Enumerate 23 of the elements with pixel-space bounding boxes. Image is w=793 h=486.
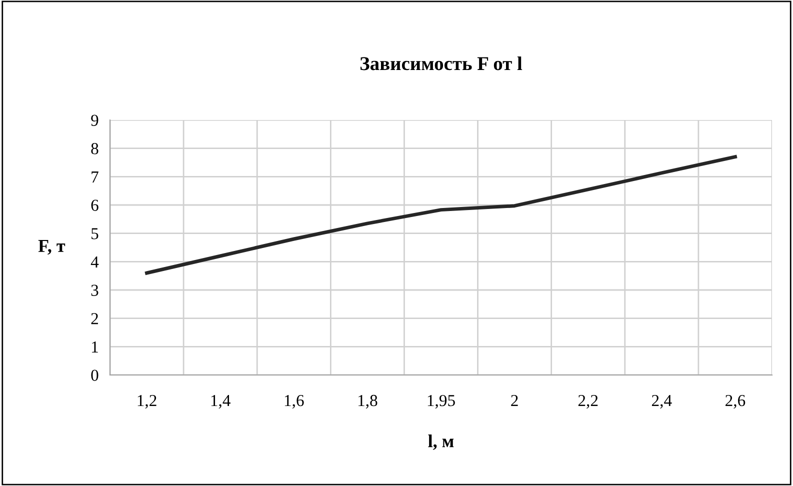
y-tick-label: 9 <box>91 114 98 126</box>
x-tick-label: 2 <box>511 394 518 406</box>
chart-title: Зависимость F от l <box>360 56 522 70</box>
y-tick-label: 2 <box>91 313 98 324</box>
x-tick-label: 1,4 <box>211 395 230 409</box>
y-tick-label: 7 <box>92 172 98 182</box>
x-tick-label: 2,6 <box>726 394 746 409</box>
y-tick-label: 8 <box>91 143 98 154</box>
y-tick-label: 6 <box>91 200 98 211</box>
x-tick-label: 1,2 <box>138 394 156 409</box>
y-tick-label: 1 <box>92 341 98 352</box>
x-tick-label: 1,8 <box>358 394 378 409</box>
y-tick-label: 5 <box>92 228 98 240</box>
y-tick-label: 0 <box>91 370 98 381</box>
x-axis-title: l, м <box>428 434 454 450</box>
y-axis-title: F, т <box>38 240 66 255</box>
x-tick-label: 1,6 <box>284 394 304 409</box>
y-tick-label: 3 <box>91 284 98 296</box>
line-series <box>145 155 737 275</box>
x-tick-label: 1,95 <box>428 394 455 409</box>
x-tick-label: 2,2 <box>578 394 598 409</box>
x-tick-label: 2,4 <box>652 394 672 409</box>
y-tick-label: 4 <box>90 256 99 268</box>
